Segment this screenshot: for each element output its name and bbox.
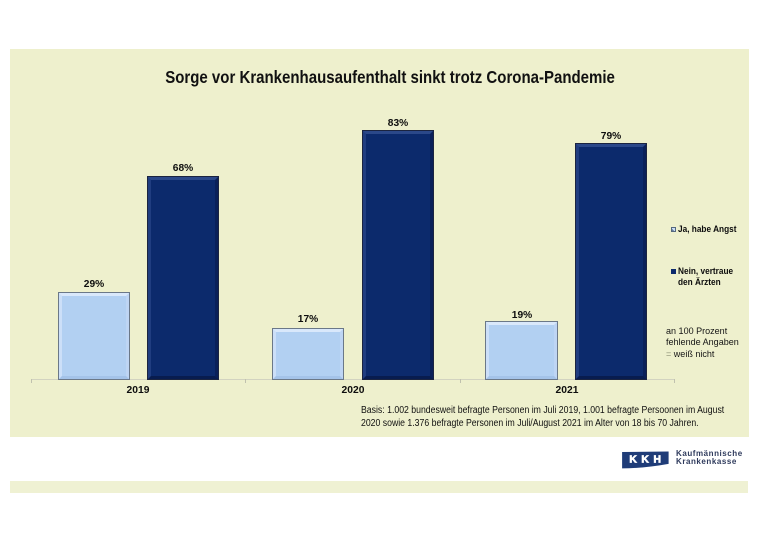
- svg-text:KKH: KKH: [629, 454, 661, 465]
